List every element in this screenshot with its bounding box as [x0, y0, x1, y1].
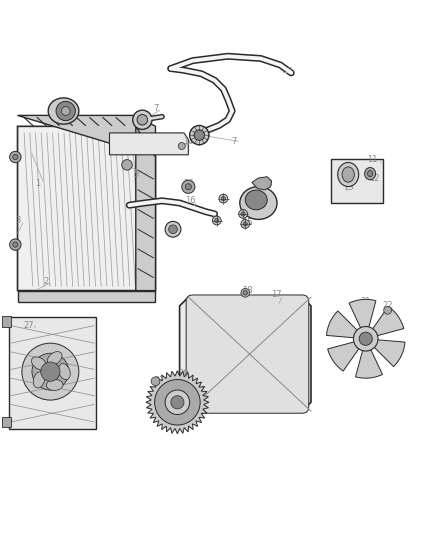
Text: 6: 6 [286, 67, 292, 76]
Circle shape [10, 151, 21, 163]
Circle shape [359, 332, 372, 345]
Text: 13: 13 [343, 183, 353, 192]
Polygon shape [374, 340, 405, 367]
Text: 10: 10 [253, 212, 264, 221]
Polygon shape [326, 311, 358, 338]
Ellipse shape [46, 379, 63, 391]
Ellipse shape [48, 98, 79, 124]
Circle shape [155, 379, 200, 425]
Circle shape [13, 242, 18, 247]
Circle shape [243, 290, 247, 295]
Circle shape [151, 377, 160, 386]
Ellipse shape [47, 352, 62, 365]
Text: 23: 23 [155, 376, 165, 385]
Bar [9, 317, 96, 429]
Circle shape [10, 239, 21, 251]
Ellipse shape [338, 163, 359, 187]
Circle shape [221, 197, 226, 201]
Text: 7: 7 [232, 137, 237, 146]
Ellipse shape [59, 364, 70, 379]
Ellipse shape [342, 167, 354, 182]
Polygon shape [110, 133, 188, 155]
Text: 1: 1 [35, 179, 40, 188]
Circle shape [165, 221, 181, 237]
Text: 4: 4 [50, 100, 55, 109]
Ellipse shape [245, 190, 267, 210]
Text: 12: 12 [369, 174, 380, 183]
Text: 14: 14 [183, 137, 194, 146]
Circle shape [215, 219, 219, 223]
Text: 15: 15 [242, 218, 253, 227]
Circle shape [171, 395, 184, 409]
Circle shape [32, 353, 69, 390]
Circle shape [61, 107, 70, 115]
FancyBboxPatch shape [186, 295, 309, 413]
Circle shape [122, 159, 132, 170]
Text: 22: 22 [382, 302, 393, 310]
Text: 7: 7 [153, 104, 158, 114]
Text: 17: 17 [271, 290, 281, 300]
Text: 11: 11 [367, 155, 378, 164]
Circle shape [178, 142, 185, 150]
Circle shape [190, 125, 209, 145]
Text: 8: 8 [221, 194, 226, 203]
Circle shape [56, 101, 75, 120]
Polygon shape [349, 300, 376, 329]
Ellipse shape [240, 187, 277, 220]
Text: 5: 5 [133, 170, 138, 179]
Circle shape [13, 155, 18, 159]
Polygon shape [146, 371, 209, 434]
Circle shape [182, 180, 195, 193]
Ellipse shape [364, 167, 376, 180]
Text: 20: 20 [179, 369, 189, 378]
Polygon shape [356, 349, 382, 378]
Circle shape [241, 220, 250, 229]
Text: 9: 9 [212, 216, 217, 225]
Circle shape [353, 327, 378, 351]
Text: 18: 18 [242, 286, 253, 295]
Text: 2: 2 [43, 277, 49, 286]
Circle shape [133, 110, 152, 130]
Bar [331, 159, 383, 203]
Polygon shape [18, 126, 155, 290]
Polygon shape [328, 342, 360, 371]
Text: 21: 21 [360, 297, 371, 306]
Circle shape [22, 343, 79, 400]
Circle shape [384, 306, 392, 314]
Polygon shape [252, 177, 272, 190]
Polygon shape [136, 126, 155, 290]
Ellipse shape [367, 171, 373, 177]
Text: 26: 26 [183, 179, 194, 188]
Text: 24: 24 [262, 179, 272, 188]
Polygon shape [18, 115, 155, 157]
Ellipse shape [32, 357, 46, 370]
Polygon shape [372, 306, 404, 336]
Text: 16: 16 [185, 196, 196, 205]
Circle shape [165, 390, 190, 415]
Text: 25: 25 [168, 225, 178, 234]
Circle shape [243, 222, 247, 226]
Circle shape [219, 194, 228, 203]
Circle shape [41, 362, 60, 381]
Ellipse shape [33, 372, 45, 388]
Circle shape [241, 288, 250, 297]
Bar [2, 316, 11, 327]
Polygon shape [180, 297, 311, 411]
Circle shape [194, 130, 205, 140]
Bar [2, 417, 11, 427]
Circle shape [241, 212, 245, 216]
Text: 27: 27 [23, 321, 34, 330]
Text: 3: 3 [15, 216, 20, 225]
Circle shape [169, 225, 177, 233]
Circle shape [212, 216, 221, 225]
Polygon shape [18, 290, 155, 302]
Circle shape [239, 209, 247, 219]
Circle shape [137, 115, 148, 125]
Circle shape [185, 184, 191, 190]
